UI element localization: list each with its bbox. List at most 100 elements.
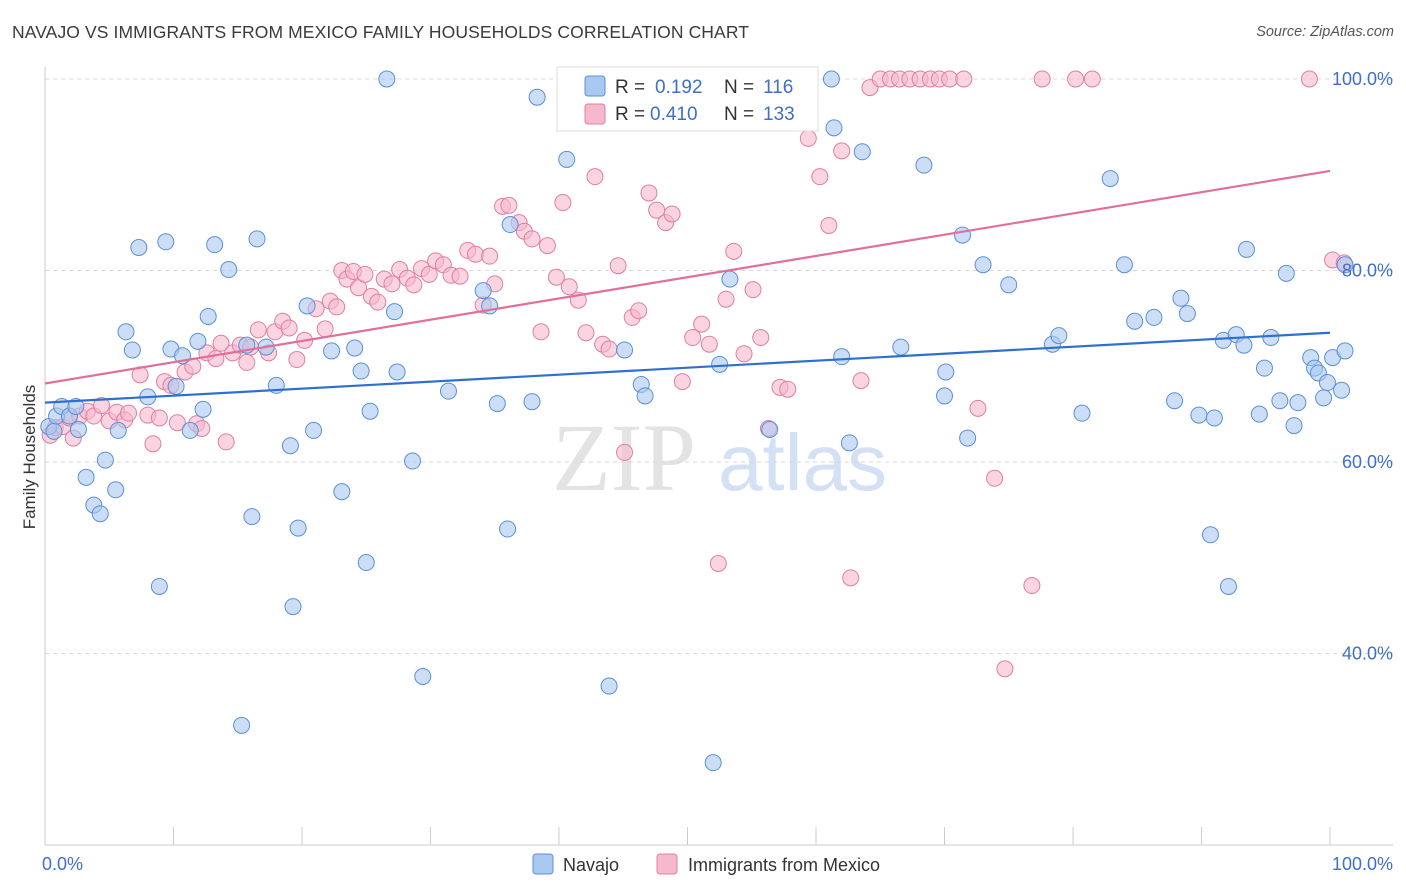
point-navajo [1333, 381, 1351, 399]
point-navajo [199, 307, 217, 325]
legend-swatch-navajo [584, 75, 606, 97]
bottom-legend: Navajo Immigrants from Mexico [532, 853, 880, 875]
point-navajo [915, 156, 933, 174]
point-navajo [558, 150, 576, 168]
point-mexico [1300, 70, 1318, 88]
y-tick-label: 60.0% [1342, 452, 1393, 472]
point-navajo [117, 323, 135, 341]
point-navajo [1289, 394, 1307, 412]
point-navajo [711, 355, 729, 373]
point-navajo [1285, 417, 1303, 435]
x-tick-label-max: 100.0% [1332, 854, 1393, 874]
point-navajo [206, 236, 224, 254]
point-navajo [91, 505, 109, 523]
point-navajo [1166, 392, 1184, 410]
point-mexico [820, 216, 838, 234]
chart-source: Source: ZipAtlas.com [1256, 24, 1394, 40]
point-mexico [560, 278, 578, 296]
point-mexico [725, 242, 743, 260]
point-mexico [481, 247, 499, 265]
point-mexico [150, 409, 168, 427]
point-mexico [466, 245, 484, 263]
point-navajo [378, 70, 396, 88]
point-mexico [1083, 70, 1101, 88]
point-navajo [488, 395, 506, 413]
point-navajo [150, 577, 168, 595]
legend-navajo-r-label: R = [615, 77, 645, 98]
point-mexico [238, 353, 256, 371]
point-mexico [1023, 577, 1041, 595]
legend-mexico-r-value: 0.410 [650, 104, 698, 125]
series-immigrants-from-mexico [41, 70, 1353, 678]
point-navajo [1172, 289, 1190, 307]
bottom-legend-label-mexico: Immigrants from Mexico [688, 855, 880, 875]
point-mexico [709, 554, 727, 572]
point-navajo [1050, 327, 1068, 345]
point-mexico [207, 350, 225, 368]
point-mexico [986, 469, 1004, 487]
bottom-legend-swatch-mexico [656, 853, 678, 875]
chart-title: NAVAJO VS IMMIGRANTS FROM MEXICO FAMILY … [12, 22, 750, 42]
point-navajo [404, 452, 422, 470]
point-mexico [212, 334, 230, 352]
point-navajo [45, 422, 63, 440]
legend-navajo-n-label: N = [724, 77, 754, 98]
point-navajo [323, 342, 341, 360]
point-mexico [168, 414, 186, 432]
point-mexico [280, 319, 298, 337]
point-navajo [959, 429, 977, 447]
point-mexico [369, 293, 387, 311]
point-navajo [157, 233, 175, 251]
point-mexico [586, 168, 604, 186]
point-navajo [1336, 342, 1354, 360]
point-mexico [700, 335, 718, 353]
point-mexico [744, 281, 762, 299]
point-navajo [96, 451, 114, 469]
point-mexico [383, 275, 401, 293]
point-navajo [474, 282, 492, 300]
point-mexico [811, 168, 829, 186]
point-mexico [328, 298, 346, 316]
point-mexico [735, 345, 753, 363]
trend-line-navajo [44, 331, 1331, 404]
point-navajo [1126, 312, 1144, 330]
legend-swatch-mexico [584, 103, 606, 125]
point-navajo [840, 434, 858, 452]
point-navajo [357, 554, 375, 572]
y-tick-label: 80.0% [1342, 261, 1393, 281]
point-navajo [523, 393, 541, 411]
grid-lines [45, 78, 1393, 654]
point-navajo [352, 362, 370, 380]
point-mexico [941, 70, 959, 88]
point-mexico [630, 302, 648, 320]
point-navajo [414, 667, 432, 685]
point-mexico [693, 315, 711, 333]
point-navajo [67, 397, 85, 415]
point-navajo [892, 338, 910, 356]
point-mexico [577, 324, 595, 342]
point-navajo [1315, 389, 1333, 407]
point-navajo [1250, 405, 1268, 423]
series-navajo [40, 70, 1354, 772]
bottom-legend-label-navajo: Navajo [563, 855, 619, 875]
point-navajo [289, 519, 307, 537]
point-mexico [523, 230, 541, 248]
point-mexico [955, 70, 973, 88]
point-navajo [333, 483, 351, 501]
point-navajo [1145, 308, 1163, 326]
axes [44, 67, 1393, 846]
point-navajo [305, 421, 323, 439]
point-mexico [538, 237, 556, 255]
point-navajo [1178, 305, 1196, 323]
point-navajo [439, 382, 457, 400]
point-navajo [248, 230, 266, 248]
point-mexico [405, 276, 423, 294]
watermark: ZIP atlas [552, 404, 887, 511]
x-tick-labels: 0.0% 100.0% [42, 854, 1393, 874]
point-navajo [1262, 329, 1280, 347]
point-navajo [636, 387, 654, 405]
point-navajo [346, 339, 364, 357]
y-tick-label: 100.0% [1332, 69, 1393, 89]
trend-lines [44, 169, 1331, 404]
point-mexico [217, 433, 235, 451]
